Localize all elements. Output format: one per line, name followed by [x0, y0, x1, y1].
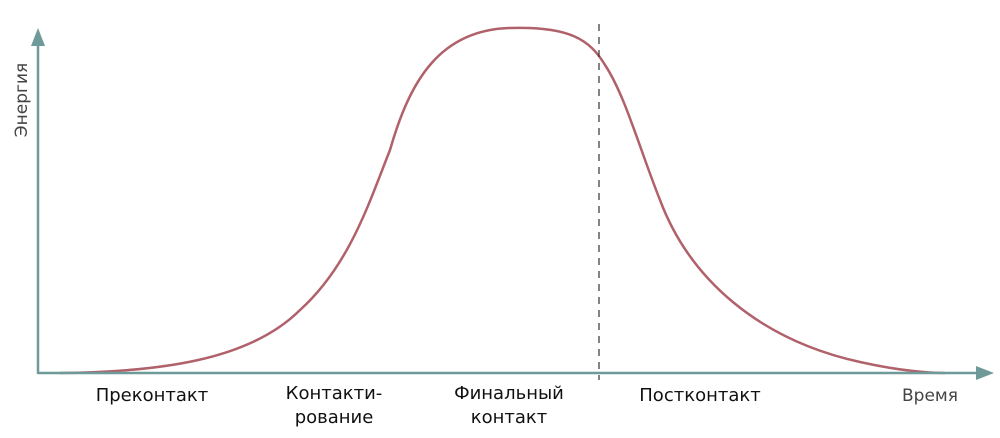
phase-label-precontact: Преконтакт: [96, 385, 209, 406]
phase-label-final-contact-line1: Финальный: [454, 383, 564, 404]
y-axis-arrowhead: [31, 28, 45, 46]
y-axis-label: Энергия: [12, 63, 32, 137]
x-axis-arrowhead: [976, 366, 994, 380]
energy-curve: [59, 26, 946, 375]
phase-label-contacting-line2: рование: [295, 407, 374, 428]
phase-label-final-contact-line2: контакт: [471, 407, 548, 428]
phase-label-contacting-line1: Контакти-: [286, 383, 383, 404]
x-axis-label: Время: [902, 386, 958, 406]
phase-label-postcontact: Постконтакт: [639, 385, 760, 406]
